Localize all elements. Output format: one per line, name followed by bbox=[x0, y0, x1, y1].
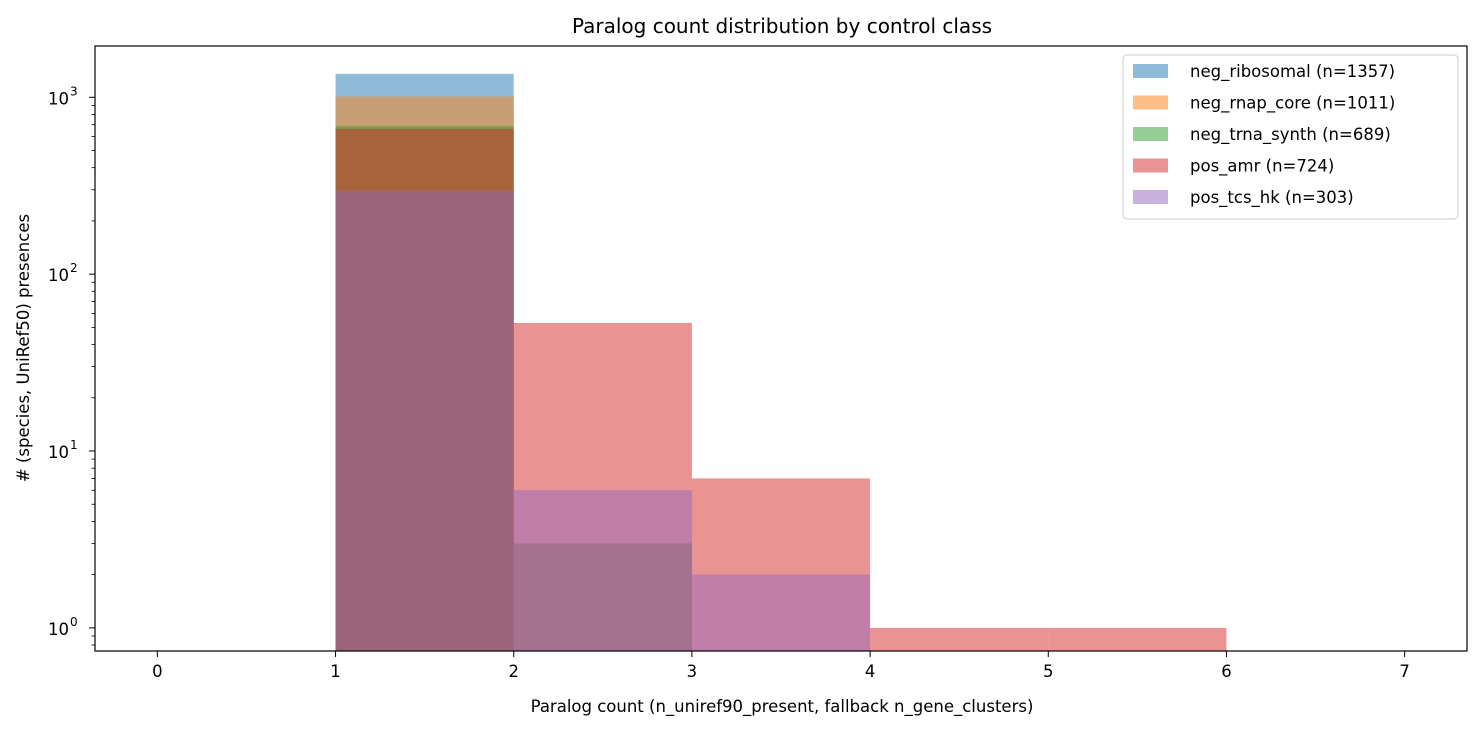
bar-4-bin-2 bbox=[513, 490, 692, 651]
x-tick-label: 1 bbox=[330, 662, 341, 681]
legend-label-2: neg_trna_synth (n=689) bbox=[1190, 125, 1391, 145]
legend-swatch-1 bbox=[1133, 95, 1168, 110]
bar-3-bin-5 bbox=[1048, 627, 1227, 651]
x-tick-label: 5 bbox=[1043, 662, 1054, 681]
y-tick-exponent: 2 bbox=[70, 261, 78, 275]
y-tick-exponent: 3 bbox=[70, 84, 78, 98]
x-axis-label: Paralog count (n_uniref90_present, fallb… bbox=[531, 697, 1034, 717]
bar-4-bin-1 bbox=[335, 191, 514, 652]
x-tick-label: 3 bbox=[687, 662, 698, 681]
legend-label-3: pos_amr (n=724) bbox=[1190, 157, 1334, 177]
legend: neg_ribosomal (n=1357) neg_rnap_core (n=1… bbox=[1122, 54, 1459, 220]
legend-swatch-2 bbox=[1133, 127, 1168, 141]
x-tick-label: 2 bbox=[508, 662, 519, 681]
x-axis-ticks: 0 1 2 3 4 5 6 7 bbox=[152, 651, 1410, 681]
legend-swatch-3 bbox=[1133, 158, 1168, 173]
x-tick-label: 6 bbox=[1221, 662, 1232, 681]
y-tick-exponent: 1 bbox=[70, 438, 78, 452]
y-tick-label: 10 bbox=[48, 443, 69, 462]
legend-label-0: neg_ribosomal (n=1357) bbox=[1190, 62, 1395, 82]
legend-label-1: neg_rnap_core (n=1011) bbox=[1190, 94, 1395, 114]
x-tick-label: 4 bbox=[865, 662, 876, 681]
legend-frame bbox=[1122, 54, 1459, 220]
y-tick-label: 10 bbox=[48, 266, 69, 285]
plot-frame bbox=[94, 45, 1468, 652]
legend-swatch-4 bbox=[1133, 190, 1168, 204]
bars-layer bbox=[335, 73, 1227, 652]
y-tick-label: 10 bbox=[48, 620, 69, 639]
chart-title: Paralog count distribution by control cl… bbox=[572, 14, 992, 38]
y-tick-label: 10 bbox=[48, 89, 69, 108]
x-tick-label: 0 bbox=[152, 662, 163, 681]
y-tick-exponent: 0 bbox=[70, 615, 78, 629]
legend-swatch-0 bbox=[1133, 64, 1168, 78]
bar-3-bin-4 bbox=[870, 627, 1049, 651]
y-axis-label: # (species, UniRef50) presences bbox=[14, 214, 33, 482]
x-tick-label: 7 bbox=[1399, 662, 1410, 681]
bar-4-bin-3 bbox=[691, 574, 871, 651]
legend-label-4: pos_tcs_hk (n=303) bbox=[1190, 188, 1354, 208]
